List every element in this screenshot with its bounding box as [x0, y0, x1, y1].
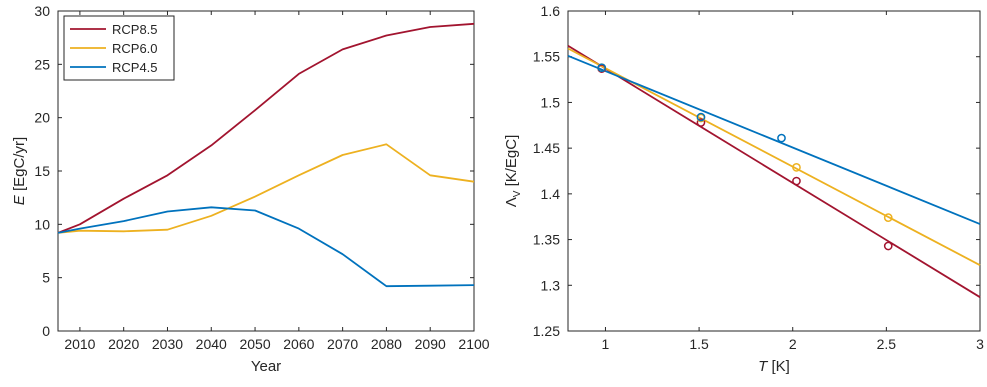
sensitivity-axes-box [567, 10, 981, 332]
y-tick-label: 30 [34, 3, 50, 19]
x-tick-label: 2090 [415, 336, 446, 352]
x-tick-label: 2070 [327, 336, 358, 352]
emissions-chart: 2010 2020 2030 2040 2050 2060 2070 2080 2090 2100… [11, 3, 490, 375]
y-tick-label: 1.3 [541, 277, 561, 293]
emissions-x-axis-label: Year [251, 358, 281, 375]
y-tick-label: 1.55 [533, 49, 560, 65]
x-tick-label: 2010 [64, 336, 95, 352]
y-tick-label: 1.6 [541, 3, 561, 19]
fit-line-rcp45 [567, 54, 981, 225]
legend-label-rcp85: RCP8.5 [112, 22, 158, 37]
data-point-rcp85 [883, 241, 893, 251]
emissions-legend: RCP8.5 RCP6.0 RCP4.5 [63, 15, 175, 81]
legend-label-rcp60: RCP6.0 [112, 41, 158, 56]
y-tick-label: 1.25 [533, 323, 560, 339]
x-tick-label: 2 [789, 336, 797, 352]
series-line-rcp60 [57, 143, 475, 234]
data-point-rcp45 [597, 63, 607, 73]
y-tick-label: 15 [34, 163, 50, 179]
emissions-y-ticks: 0 5 10 15 20 25 30 [34, 3, 474, 339]
x-tick-label: 1.5 [689, 336, 709, 352]
x-tick-label: 2080 [371, 336, 402, 352]
x-tick-label: 2020 [108, 336, 139, 352]
data-point-rcp60 [792, 162, 801, 172]
sensitivity-x-label-unit: [K] [767, 358, 790, 375]
data-point-rcp85 [696, 118, 706, 127]
emissions-series-lines [57, 22, 475, 288]
data-point-rcp45 [777, 133, 786, 143]
sensitivity-y-axis-label: ΛV [K/EgC] [503, 135, 523, 208]
sensitivity-y-label-symbol: Λ [503, 197, 520, 207]
sensitivity-y-ticks: 1.25 1.3 1.35 1.4 1.45 1.5 1.55 1.6 [533, 3, 980, 339]
sensitivity-x-axis-label: T [K] [758, 358, 790, 375]
y-tick-label: 0 [42, 323, 50, 339]
data-point-rcp45 [696, 112, 706, 122]
emissions-x-ticks: 2010 2020 2030 2040 2050 2060 2070 2080 2090 2100 [64, 11, 490, 352]
data-point-rcp85 [792, 176, 801, 186]
data-point-rcp60 [883, 213, 893, 222]
x-tick-label: 2030 [152, 336, 183, 352]
x-tick-label: 2.5 [877, 336, 897, 352]
x-tick-label: 2040 [196, 336, 227, 352]
x-tick-label: 1 [602, 336, 610, 352]
series-line-rcp85 [57, 22, 475, 234]
y-tick-label: 1.4 [541, 186, 561, 202]
sensitivity-x-ticks: 1 1.5 2 2.5 3 [602, 11, 984, 352]
series-line-rcp45 [57, 206, 475, 288]
y-tick-label: 25 [34, 56, 50, 72]
emissions-y-label-unit: [EgC/yr] [11, 137, 28, 195]
legend-label-rcp45: RCP4.5 [112, 60, 158, 75]
fit-line-rcp85 [567, 44, 981, 298]
sensitivity-chart: 1 1.5 2 2.5 3 1.25 1.3 1.35 1.4 1.45 1.5 1.55 1.6 T… [503, 3, 984, 375]
sensitivity-fit-lines [567, 44, 981, 298]
y-tick-label: 1.35 [533, 232, 560, 248]
x-tick-label: 2050 [239, 336, 270, 352]
y-tick-label: 1.45 [533, 140, 560, 156]
x-tick-label: 3 [976, 336, 984, 352]
y-tick-label: 1.5 [541, 94, 561, 110]
emissions-y-label-symbol: E [11, 194, 28, 205]
emissions-y-axis-label: E [EgC/yr] [11, 137, 28, 205]
sensitivity-y-label-subscript: V [512, 190, 523, 197]
sensitivity-y-label-unit: [K/EgC] [503, 135, 520, 191]
x-tick-label: 2100 [458, 336, 489, 352]
x-tick-label: 2060 [283, 336, 314, 352]
sensitivity-points [597, 63, 893, 251]
sensitivity-x-label-symbol: T [758, 358, 769, 375]
y-tick-label: 5 [42, 270, 50, 286]
y-tick-label: 20 [34, 110, 50, 126]
y-tick-label: 10 [34, 216, 50, 232]
